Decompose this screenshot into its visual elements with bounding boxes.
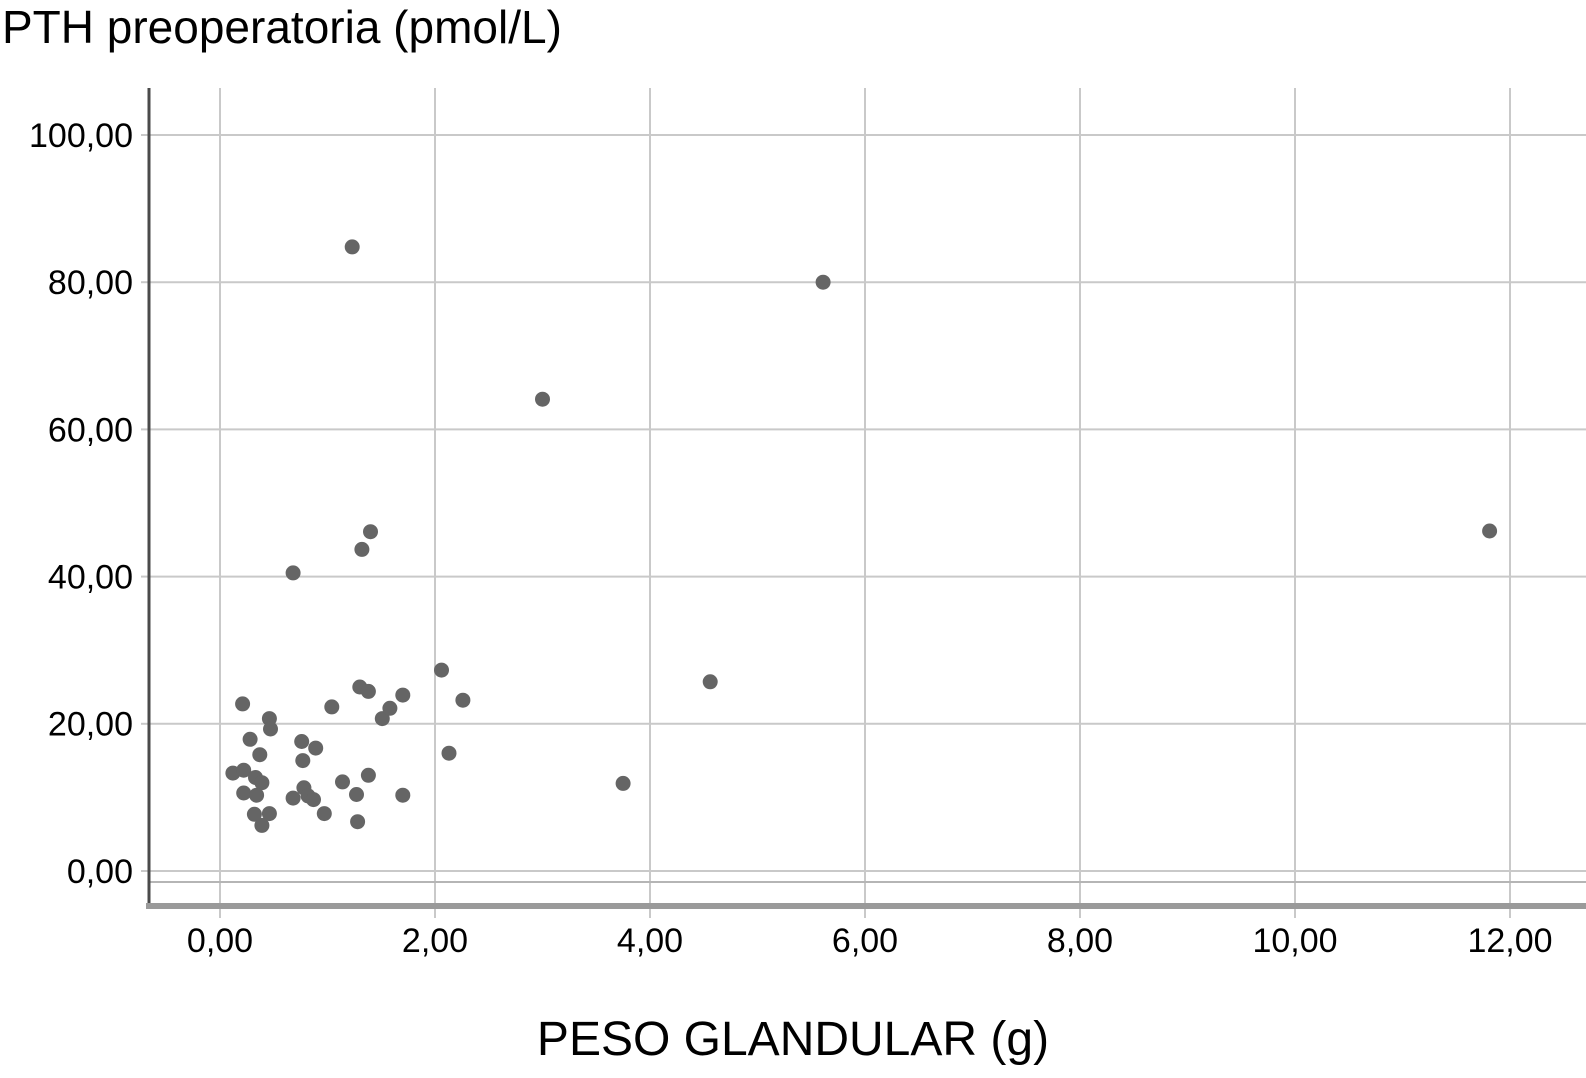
data-point [615, 775, 631, 791]
data-point [702, 674, 718, 690]
data-point [382, 700, 398, 716]
data-point [395, 687, 411, 703]
data-point [535, 391, 550, 407]
data-point [308, 740, 324, 756]
data-point [350, 814, 366, 830]
x-tick-label: 4,00 [617, 922, 683, 960]
x-tick-label: 10,00 [1252, 922, 1337, 960]
data-point [254, 817, 270, 833]
data-point [441, 745, 457, 761]
x-tick-label: 0,00 [187, 922, 253, 960]
y-tick-label: 40,00 [48, 559, 133, 597]
data-point [360, 767, 376, 783]
data-point [285, 565, 301, 581]
data-point [434, 662, 449, 678]
data-point [363, 524, 378, 540]
y-tick-label: 80,00 [48, 264, 133, 302]
y-tick-label: 100,00 [29, 117, 133, 155]
data-point [344, 239, 360, 255]
data-point [349, 787, 364, 802]
data-point [254, 775, 270, 791]
data-point [242, 731, 258, 747]
data-point [360, 683, 376, 699]
data-point [316, 806, 332, 822]
data-point [246, 806, 262, 822]
data-point [335, 774, 350, 790]
chart-title: PTH preoperatoria (pmol/L) [2, 1, 562, 53]
data-point [261, 806, 277, 822]
x-tick-label: 8,00 [1047, 922, 1113, 960]
data-point [294, 734, 310, 749]
data-point [354, 541, 370, 557]
data-point [236, 762, 252, 778]
data-point [455, 692, 471, 708]
x-tick-label: 6,00 [832, 922, 898, 960]
data-point [285, 790, 301, 806]
data-point [324, 699, 340, 715]
data-point [395, 787, 411, 803]
data-point [263, 721, 278, 737]
data-point [306, 792, 321, 808]
data-point [1482, 523, 1498, 539]
y-tick-label: 0,00 [67, 853, 133, 891]
data-point [374, 711, 390, 727]
data-point [249, 787, 265, 803]
data-point [236, 785, 252, 801]
data-point [235, 696, 251, 712]
data-point [295, 753, 311, 769]
x-axis-label: PESO GLANDULAR (g) [536, 1013, 1050, 1066]
y-tick-label: 20,00 [48, 706, 133, 744]
data-point [252, 747, 268, 763]
x-tick-label: 2,00 [402, 922, 468, 960]
data-point [815, 274, 831, 290]
x-tick-label: 12,00 [1467, 922, 1552, 960]
y-tick-label: 60,00 [48, 411, 133, 449]
